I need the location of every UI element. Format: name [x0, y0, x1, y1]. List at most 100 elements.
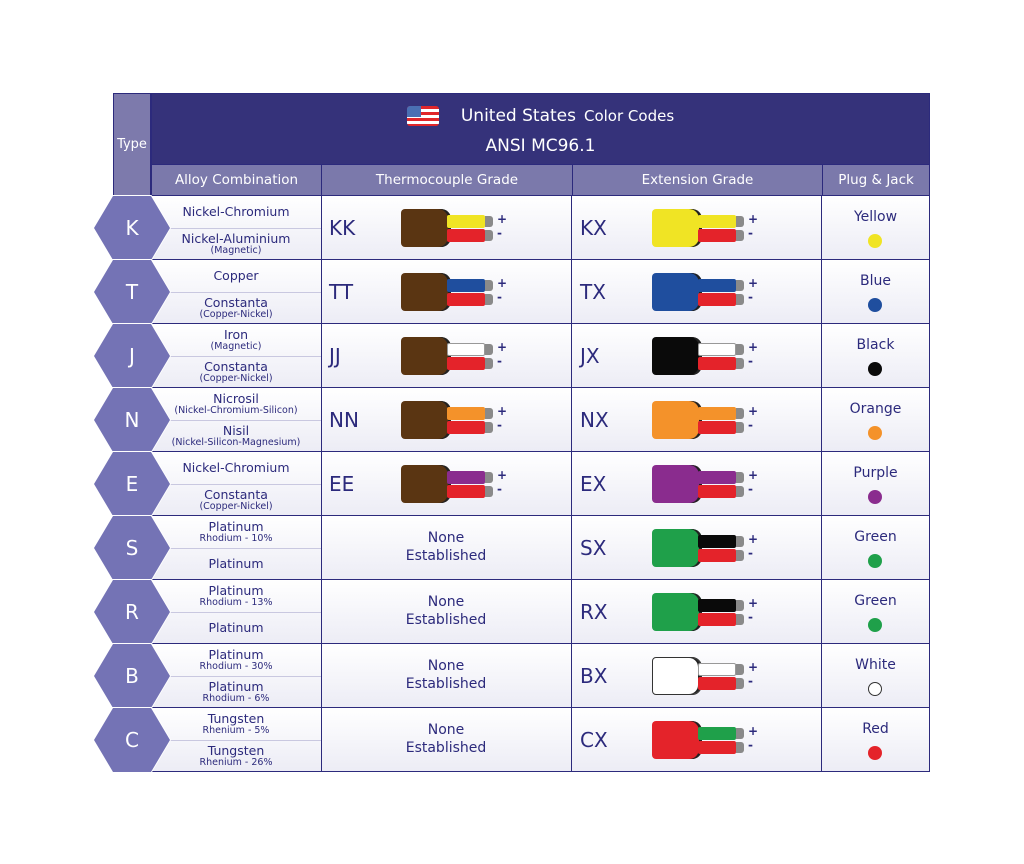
- alloy-note: (Nickel-Chromium-Silicon): [174, 404, 298, 416]
- alloy-note: (Magnetic): [210, 340, 262, 352]
- alloy-note: (Copper-Nickel): [199, 308, 273, 320]
- alloy-note: Rhodium - 6%: [202, 692, 270, 704]
- col-header-extension: Extension Grade: [572, 165, 823, 196]
- alloy-note: Rhodium - 30%: [199, 660, 273, 672]
- cable-icon: + -: [652, 592, 758, 632]
- alloy-divider: [169, 228, 321, 229]
- wire-tip: [485, 294, 493, 305]
- extension-cell: CX + -: [572, 708, 822, 772]
- alloy-divider: [169, 292, 321, 293]
- positive-wire: [447, 343, 485, 356]
- thermocouple-cell: TT + -: [321, 260, 572, 324]
- alloy-name: Platinum: [208, 556, 264, 572]
- none-line: None: [427, 594, 465, 610]
- none-established: None Established: [321, 594, 571, 629]
- plug-color-name: Yellow: [853, 209, 898, 225]
- thermocouple-code: TT: [329, 280, 354, 304]
- alloy-item: Nicrosil (Nickel-Chromium-Silicon): [151, 388, 321, 420]
- plug-cell: Purple: [822, 452, 930, 516]
- extension-cell: SX + -: [572, 516, 822, 580]
- table-row: Tungsten Rhenium - 5% Tungsten Rhenium - 26…: [151, 708, 930, 772]
- color-dot-icon: [868, 554, 882, 568]
- plug-color-name: Black: [856, 337, 895, 353]
- negative-wire: [698, 293, 736, 306]
- alloy-item: Nisil (Nickel-Silicon-Magnesium): [151, 420, 321, 452]
- color-dot-icon: [868, 618, 882, 632]
- alloy-item: Constanta (Copper-Nickel): [151, 292, 321, 324]
- alloy-divider: [169, 548, 321, 549]
- extension-cell: BX + -: [572, 644, 822, 708]
- cable-jacket: [652, 273, 702, 311]
- extension-cell: NX + -: [572, 388, 822, 452]
- extension-code: JX: [580, 344, 600, 368]
- negative-sign: -: [748, 738, 753, 752]
- wire-tip: [736, 422, 744, 433]
- negative-sign: -: [748, 354, 753, 368]
- table-row: Nickel-Chromium Nickel-Aluminium (Magnetic…: [151, 196, 930, 260]
- alloy-cell: Iron (Magnetic) Constanta (Copper-Nickel): [151, 324, 322, 388]
- positive-sign: +: [748, 660, 759, 674]
- negative-sign: -: [497, 226, 502, 240]
- alloy-name: Constanta: [204, 295, 268, 311]
- positive-wire: [698, 471, 736, 484]
- positive-sign: +: [497, 212, 508, 226]
- alloy-cell: Platinum Rhodium - 10% Platinum: [151, 516, 322, 580]
- alloy-name: Nickel-Chromium: [182, 204, 290, 220]
- extension-code: NX: [580, 408, 609, 432]
- cable-icon: + -: [401, 272, 507, 312]
- cable-jacket: [652, 593, 702, 631]
- alloy-item: Iron (Magnetic): [151, 324, 321, 356]
- alloy-cell: Nickel-Chromium Nickel-Aluminium (Magnetic…: [151, 196, 322, 260]
- alloy-cell: Nickel-Chromium Constanta (Copper-Nickel): [151, 452, 322, 516]
- cable-icon: + -: [652, 528, 758, 568]
- wire-tip: [485, 280, 493, 291]
- alloy-name: Nickel-Aluminium: [181, 231, 291, 247]
- negative-sign: -: [748, 226, 753, 240]
- table-row: Nickel-Chromium Constanta (Copper-Nickel) E…: [151, 452, 930, 516]
- alloy-item: Platinum Rhodium - 6%: [151, 676, 321, 708]
- color-dot-icon: [868, 746, 882, 760]
- color-dot-icon: [868, 234, 882, 248]
- wire-tip: [485, 230, 493, 241]
- table-row: Nicrosil (Nickel-Chromium-Silicon) Nisil (N…: [151, 388, 930, 452]
- wire-tip: [485, 216, 493, 227]
- thermocouple-code: KK: [329, 216, 356, 240]
- cable-icon: + -: [652, 656, 758, 696]
- col-header-thermocouple: Thermocouple Grade: [321, 165, 573, 196]
- table-row: Platinum Rhodium - 13% Platinum None Establi…: [151, 580, 930, 644]
- alloy-cell: Platinum Rhodium - 30% Platinum Rhodium - 6…: [151, 644, 322, 708]
- none-established: None Established: [321, 530, 571, 565]
- negative-wire: [698, 421, 736, 434]
- type-badge: B: [94, 644, 170, 708]
- color-dot-icon: [868, 362, 882, 376]
- negative-sign: -: [497, 418, 502, 432]
- cable-icon: + -: [652, 336, 758, 376]
- plug-cell: Green: [822, 516, 930, 580]
- alloy-divider: [169, 612, 321, 613]
- wire-tip: [736, 728, 744, 739]
- negative-sign: -: [748, 546, 753, 560]
- plug-cell: Red: [822, 708, 930, 772]
- positive-wire: [698, 407, 736, 420]
- type-badge: C: [94, 708, 170, 772]
- negative-wire: [698, 485, 736, 498]
- alloy-item: Platinum: [151, 612, 321, 644]
- plug-cell: Green: [822, 580, 930, 644]
- negative-wire: [447, 421, 485, 434]
- positive-sign: +: [748, 724, 759, 738]
- cable-icon: + -: [401, 400, 507, 440]
- alloy-divider: [169, 676, 321, 677]
- wire-tip: [736, 408, 744, 419]
- negative-sign: -: [748, 482, 753, 496]
- thermocouple-cell: None Established: [321, 516, 572, 580]
- positive-wire: [447, 279, 485, 292]
- alloy-divider: [169, 484, 321, 485]
- positive-wire: [698, 343, 736, 356]
- color-dot-icon: [868, 490, 882, 504]
- thermocouple-cell: JJ + -: [321, 324, 572, 388]
- negative-sign: -: [497, 482, 502, 496]
- thermocouple-cell: None Established: [321, 644, 572, 708]
- cable-icon: + -: [652, 464, 758, 504]
- alloy-name: Constanta: [204, 359, 268, 375]
- alloy-name: Platinum: [208, 519, 264, 535]
